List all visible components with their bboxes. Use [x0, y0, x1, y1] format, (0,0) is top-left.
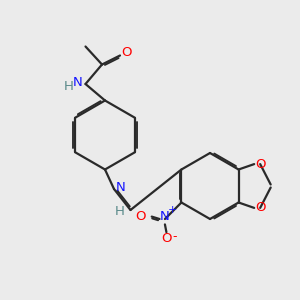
- Text: O: O: [136, 210, 146, 223]
- Text: N: N: [160, 210, 170, 223]
- Text: -: -: [172, 230, 177, 243]
- Text: H: H: [115, 205, 125, 218]
- Text: O: O: [256, 158, 266, 171]
- Text: O: O: [256, 201, 266, 214]
- Text: N: N: [116, 181, 125, 194]
- Text: O: O: [121, 46, 132, 59]
- Text: +: +: [168, 205, 177, 215]
- Text: N: N: [73, 76, 83, 89]
- Text: O: O: [161, 232, 172, 245]
- Text: H: H: [64, 80, 74, 94]
